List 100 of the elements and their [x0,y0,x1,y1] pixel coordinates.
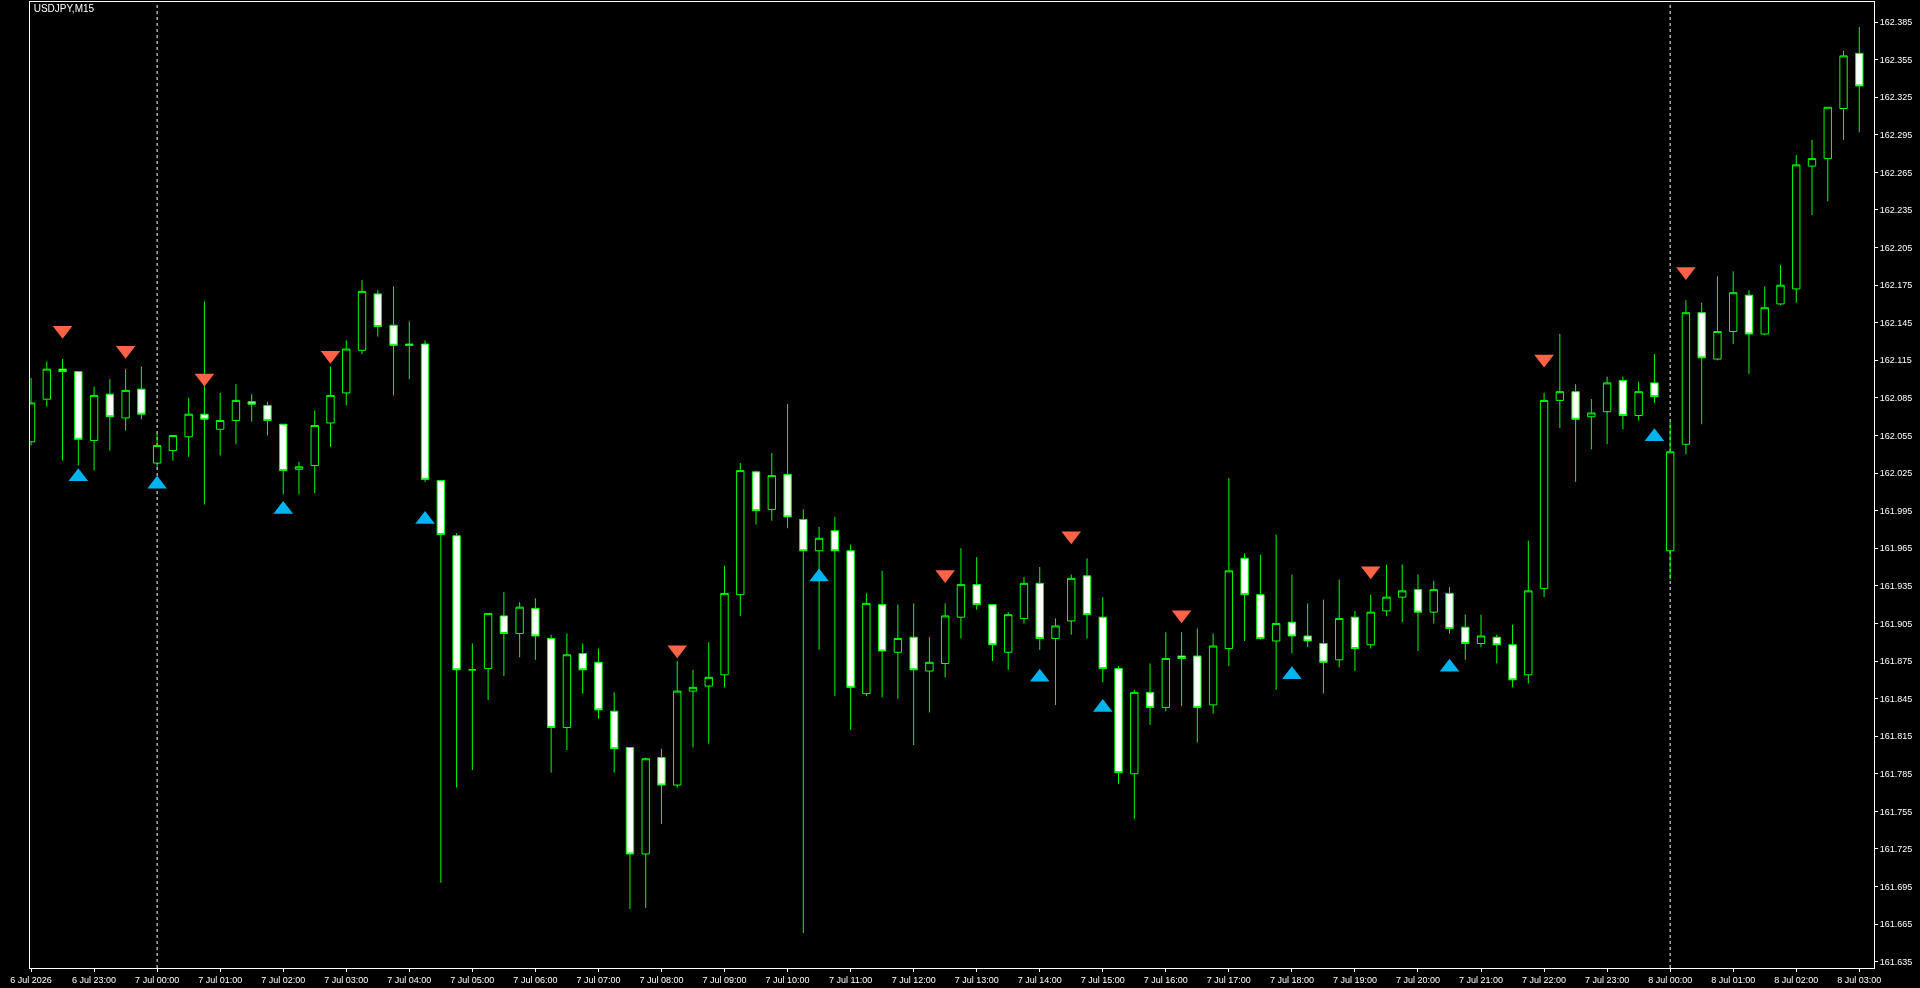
y-tick-label: 161.875 [1879,656,1913,667]
candlestick [1208,632,1218,715]
candlestick [972,556,981,611]
candlestick [1366,594,1375,650]
candlestick [200,300,209,505]
candlestick [452,532,461,789]
y-tick-label: 161.755 [1879,806,1913,817]
candlestick [1177,631,1186,707]
candlestick [578,642,587,695]
candlestick [546,634,556,774]
candlestick [1555,333,1565,429]
candlestick [105,378,115,452]
candlestick [215,392,225,457]
x-tick-label: 7 Jul 13:00 [954,974,999,985]
candlestick [184,397,193,458]
candlestick [940,602,950,678]
candlestick [1051,617,1060,706]
candlestick [1744,289,1754,375]
x-tick-label: 7 Jul 23:00 [1585,974,1630,985]
x-tick-label: 7 Jul 04:00 [387,974,432,985]
candlestick [1681,299,1691,455]
y-tick-label: 162.115 [1879,355,1912,366]
candlestick [89,386,99,472]
y-tick-label: 162.145 [1879,317,1913,328]
y-tick-label: 162.355 [1879,54,1913,65]
candlestick [1571,383,1580,483]
candlestick [1082,557,1092,639]
candlestick [1303,602,1312,648]
x-tick-label: 7 Jul 00:00 [135,974,180,985]
candlestick [846,544,855,731]
candlestick [751,470,761,525]
x-tick-label: 7 Jul 02:00 [261,974,306,985]
candlestick [373,289,382,338]
x-tick-label: 7 Jul 19:00 [1332,974,1377,985]
y-tick-label: 162.205 [1879,242,1913,253]
candlestick [1792,154,1801,304]
x-tick-label: 7 Jul 20:00 [1395,974,1441,985]
y-tick-label: 162.055 [1879,430,1913,441]
candlestick [1413,574,1423,652]
candlestick [1634,381,1643,421]
candlestick [704,641,713,745]
candlestick [1334,579,1344,668]
y-tick-label: 161.695 [1879,881,1913,892]
candlestick [783,403,792,529]
x-tick-label: 7 Jul 21:00 [1459,974,1504,985]
candlestick [326,366,335,448]
candlestick [956,547,966,639]
x-tick-label: 7 Jul 03:00 [324,974,369,985]
candlestick [767,452,776,522]
candlestick [736,462,745,617]
y-tick-label: 161.965 [1879,543,1913,554]
candlestick [1161,631,1171,712]
candlestick [1019,576,1029,624]
candlestick [610,691,619,774]
candlestick [1240,552,1249,642]
candlestick [1130,689,1139,820]
candlestick [1713,275,1722,361]
candlestick [263,401,272,437]
x-tick-label: 8 Jul 03:00 [1837,974,1882,985]
candlestick [1855,26,1864,133]
y-tick-label: 162.025 [1879,468,1913,479]
candlestick [1618,376,1628,430]
candlestick [294,461,304,495]
candlestick [420,339,430,483]
candlestick [42,361,52,408]
y-tick-label: 162.175 [1879,280,1913,291]
candlestick [342,339,351,406]
candlestick [1476,614,1486,648]
candlestick [436,480,446,884]
candlestick [1429,580,1438,624]
x-tick-label: 7 Jul 15:00 [1080,974,1125,985]
x-tick-label: 7 Jul 14:00 [1017,974,1062,985]
candlestick [657,748,666,825]
candlestick [1224,477,1234,667]
candlestick [1004,611,1013,671]
candlestick [74,371,83,467]
y-tick-label: 161.905 [1879,618,1913,629]
y-tick-label: 161.935 [1879,581,1913,592]
y-tick-label: 161.845 [1879,693,1913,704]
candlestick [1650,353,1659,404]
candlestick [279,423,288,495]
candlestick [1492,634,1501,665]
x-tick-label: 7 Jul 12:00 [891,974,936,985]
candlestick [152,432,162,468]
x-tick-label: 7 Jul 01:00 [198,974,243,985]
candlestick [1035,566,1044,651]
candlestick [799,508,808,934]
candlestick [1350,610,1360,672]
candlestick [168,435,178,462]
candlestick [483,612,493,701]
candlestick [499,591,509,677]
y-tick-label: 162.385 [1879,17,1913,28]
y-tick-label: 162.325 [1879,92,1913,103]
x-tick-label: 6 Jul 2026 [10,974,52,985]
x-tick-label: 7 Jul 16:00 [1143,974,1188,985]
y-tick-label: 162.235 [1879,205,1913,216]
candlestick [1697,302,1706,425]
candlestick [1445,586,1454,634]
y-tick-label: 162.295 [1879,129,1913,140]
x-tick-label: 7 Jul 18:00 [1269,974,1314,985]
